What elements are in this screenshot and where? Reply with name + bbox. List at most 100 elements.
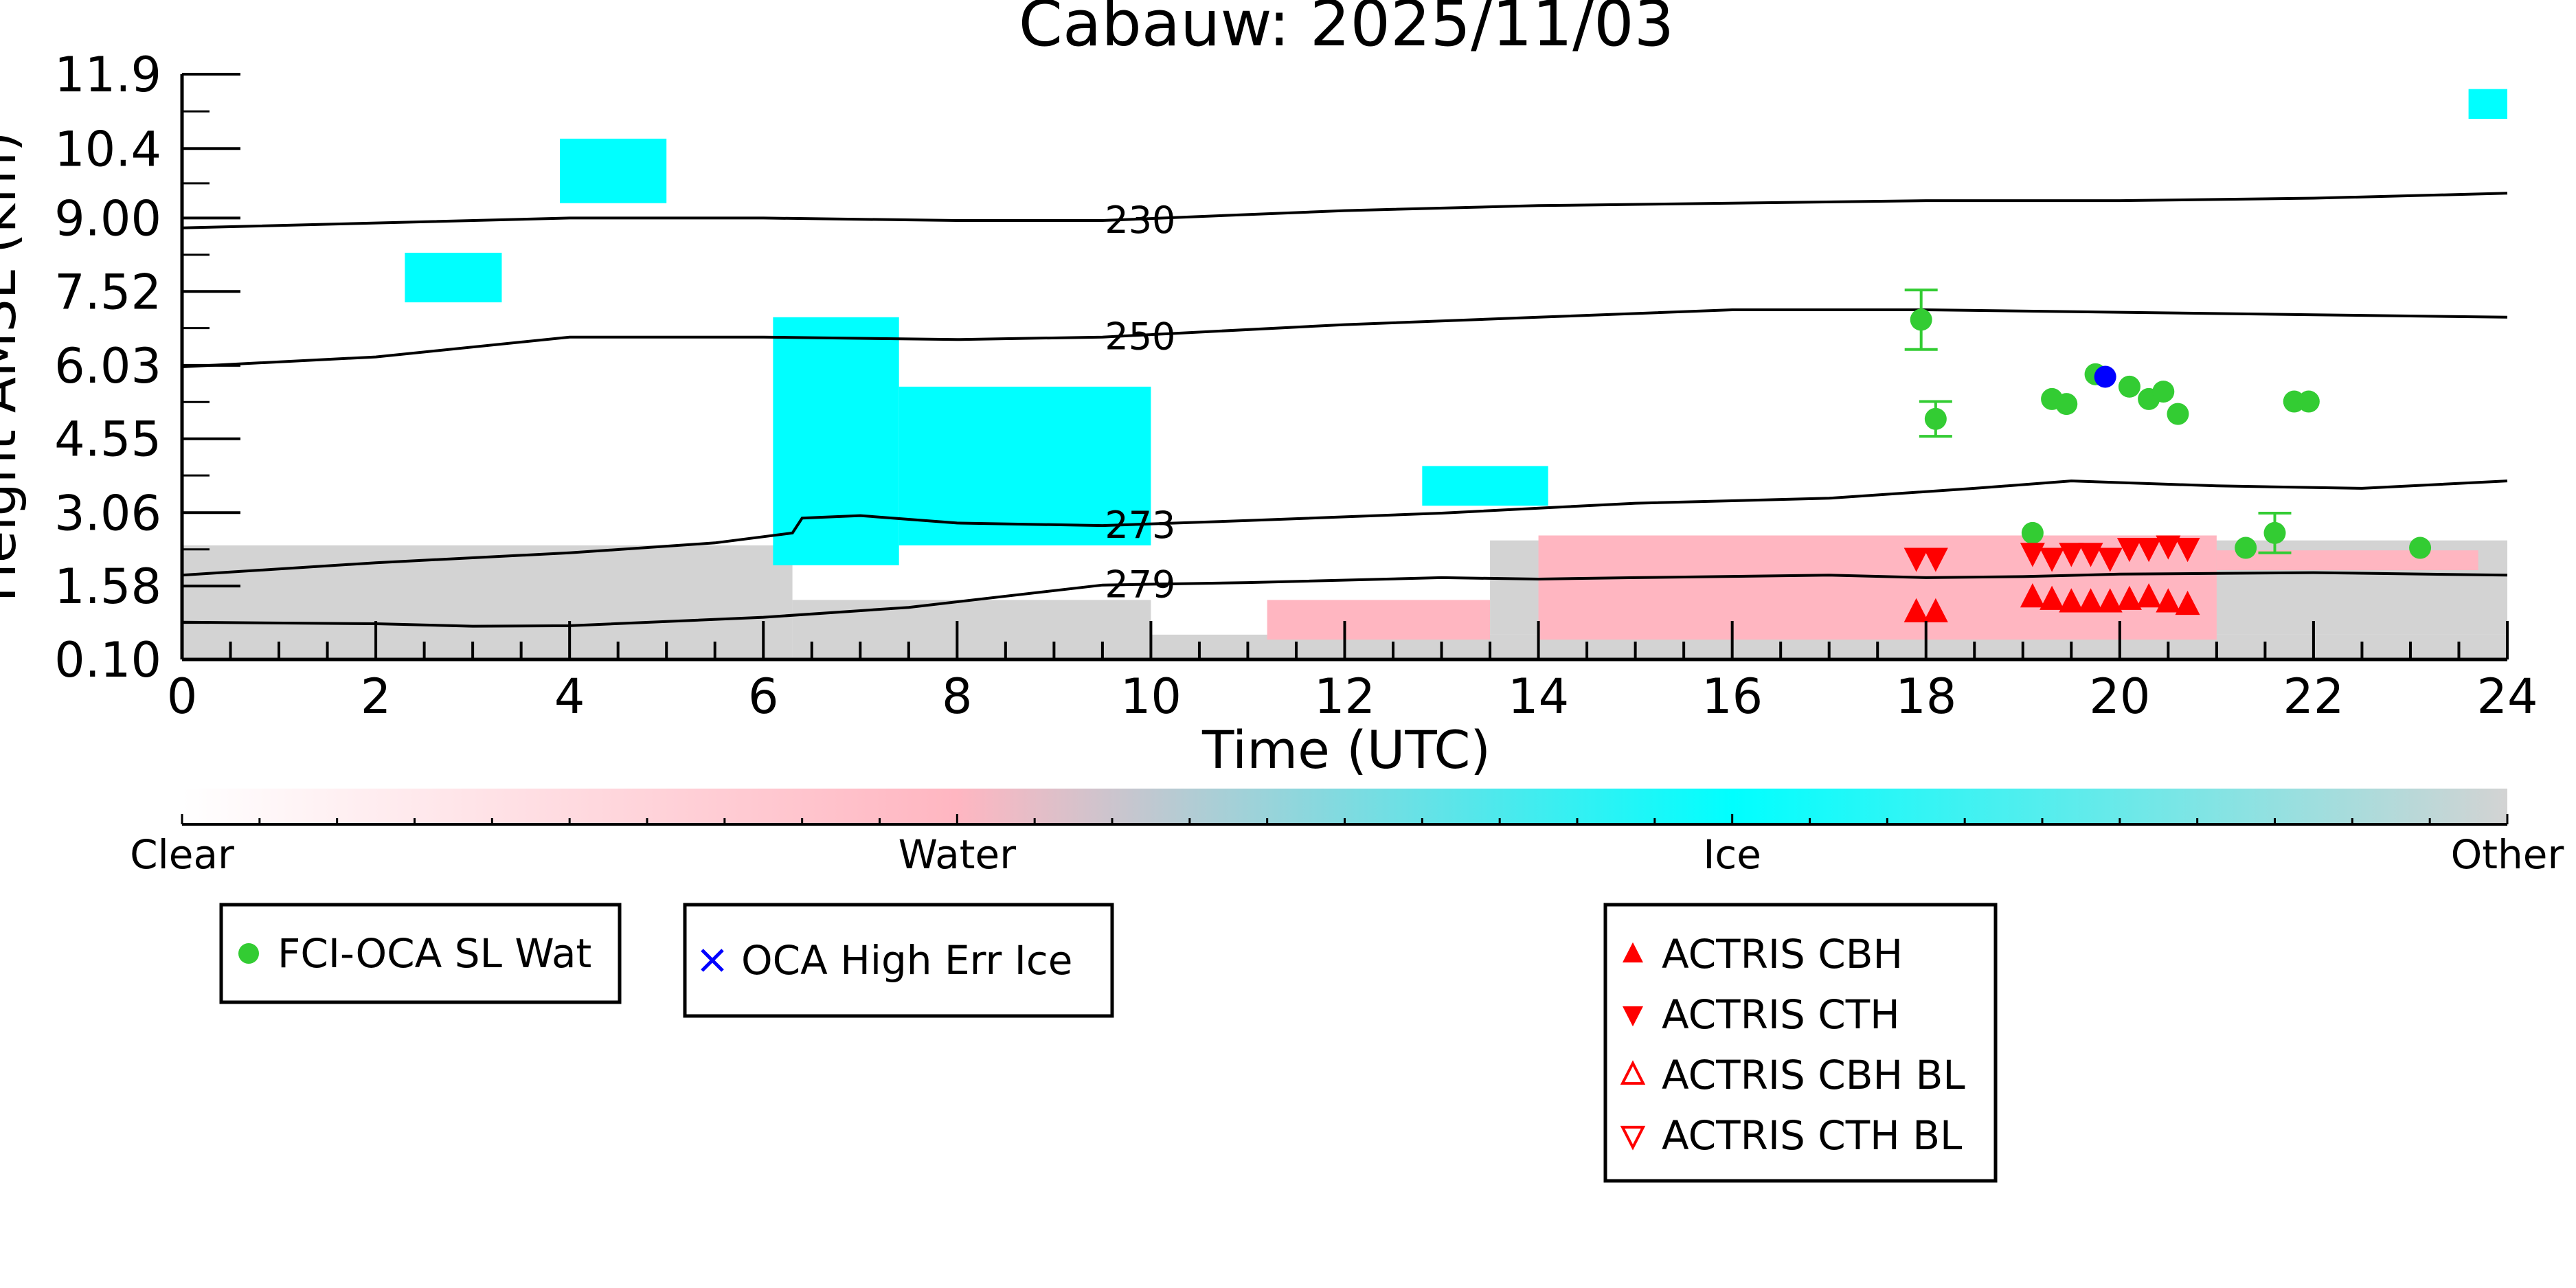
chart-title: Cabauw: 2025/11/03 <box>1019 0 1674 60</box>
fci-oca-sl-wat-marker <box>2055 393 2078 416</box>
legend-label: OCA High Err Ice <box>741 937 1072 984</box>
actris-cbh-marker <box>2136 583 2162 608</box>
x-tick-label: 6 <box>748 668 779 725</box>
legend-label: ACTRIS CTH BL <box>1662 1112 1962 1159</box>
temperature-contours: 230 250 273 279 <box>181 192 2508 628</box>
actris-cbh-marker <box>2097 588 2123 613</box>
colorbar-labels: Clear Water Ice Other <box>130 831 2564 878</box>
legend-label: ACTRIS CTH <box>1662 991 1900 1038</box>
legend-frame <box>683 903 1114 1018</box>
x-tick-label: 10 <box>1120 668 1182 725</box>
cloud-region-ice <box>2468 89 2507 119</box>
cloud-region-ice <box>560 138 667 203</box>
legend-marker-oca-high-err-ice <box>701 949 724 972</box>
fci-oca-sl-wat-marker <box>1910 308 1932 331</box>
actris-cth-marker <box>2116 538 2142 563</box>
actris-cbh-marker <box>1903 598 1929 622</box>
x-tick-label: 20 <box>2089 668 2150 725</box>
x-tick-label: 8 <box>942 668 973 725</box>
colorbar-label-ice: Ice <box>1703 831 1761 878</box>
actris-cth-marker <box>2136 538 2162 563</box>
actris-cth-marker <box>2175 538 2200 563</box>
actris-cbh-marker <box>1923 598 1948 622</box>
legend-marker-fci-oca-sl-wat <box>238 943 259 964</box>
actris-cth-marker <box>1903 547 1929 572</box>
contour-273 <box>181 479 2508 577</box>
axes: 0 2 4 6 8 10 12 14 16 18 20 22 24 0.101.583.064.556.… <box>54 47 2538 725</box>
y-axis-ticks: 0.10 1.58 3.06 4.55 6.03 7.52 9.00 10.4 11.9 <box>54 47 240 688</box>
actris-cth-marker <box>1923 547 1948 572</box>
actris-cth-marker <box>2020 543 2045 567</box>
x-axis-ticks: 0 2 4 6 8 10 12 14 16 18 20 22 24 <box>167 621 2538 725</box>
y-axis-label: Height AMSL (km) <box>0 131 27 602</box>
x-tick-label: 4 <box>554 668 585 725</box>
contour-label-230: 230 <box>1105 199 1175 242</box>
fci-oca-sl-wat-marker <box>2021 521 2044 544</box>
legend-box-1: FCI-OCA SL Wat <box>219 903 622 1004</box>
actris-cth-marker <box>2097 547 2123 572</box>
legend-box-2: OCA High Err Ice <box>683 903 1114 1018</box>
fci-oca-sl-wat-marker <box>2297 390 2320 413</box>
legend-frame <box>219 903 622 1004</box>
contour-label-250: 250 <box>1105 315 1175 359</box>
legend-label: ACTRIS CBH BL <box>1662 1052 1965 1098</box>
cloud-region-water <box>2216 550 2478 571</box>
legend-marker-actris-cbh-bl <box>1620 1060 1646 1085</box>
x-tick-label: 14 <box>1508 668 1569 725</box>
contour-label-273: 273 <box>1105 504 1175 547</box>
y-tick-label: 7.52 <box>54 264 161 320</box>
fci-oca-sl-wat-marker <box>2263 521 2286 544</box>
legend-label: ACTRIS CBH <box>1662 931 1903 978</box>
fci-oca-sl-wat-marker <box>2167 403 2189 425</box>
colorbar-label-water: Water <box>899 831 1017 878</box>
cloud-mask-layer <box>182 89 2507 659</box>
x-tick-label: 16 <box>1702 668 1763 725</box>
y-tick-label: 9.00 <box>54 190 161 247</box>
colorbar-label-clear: Clear <box>130 831 234 878</box>
x-axis-label: Time (UTC) <box>1201 719 1491 780</box>
cloud-region-water <box>1267 600 1491 640</box>
actris-cbh-marker <box>2116 585 2142 610</box>
actris-cbh-marker <box>2059 588 2084 613</box>
y-tick-label: 10.4 <box>54 121 161 177</box>
contour-279 <box>181 571 2508 628</box>
colorbar: Clear Water Ice Other <box>130 789 2564 878</box>
actris-cbh-marker <box>2040 585 2065 610</box>
y-tick-label: 11.9 <box>54 47 161 103</box>
x-tick-label: 2 <box>361 668 392 725</box>
actris-cbh-marker <box>2078 588 2103 613</box>
fci-oca-sl-wat-marker <box>2118 375 2140 398</box>
y-tick-label: 4.55 <box>54 411 161 468</box>
colorbar-label-other: Other <box>2451 831 2564 878</box>
x-tick-label: 0 <box>167 668 198 725</box>
actris-cth-marker <box>2078 543 2103 567</box>
actris-cth-marker <box>2040 547 2065 572</box>
legend-marker-actris-cth <box>1623 1006 1643 1027</box>
y-tick-label: 6.03 <box>54 338 161 394</box>
cloud-region-other <box>792 600 1151 659</box>
actris-cbh-marker <box>2175 590 2200 615</box>
legend-marker-actris-cbh <box>1623 942 1643 963</box>
actris-cth-marker <box>2059 543 2084 567</box>
x-tick-label: 12 <box>1314 668 1375 725</box>
actris-cbh-marker <box>2020 583 2045 608</box>
cloud-region-ice <box>1422 466 1548 506</box>
contour-230 <box>181 192 2508 229</box>
cloud-region-ice <box>405 252 502 303</box>
cloud-region-ice <box>899 386 1151 545</box>
legend-label: FCI-OCA SL Wat <box>278 930 591 977</box>
legends: FCI-OCA SL Wat OCA High Err Ice ACTRIS CBH… <box>219 903 1998 1183</box>
legend-box-3: ACTRIS CBH ACTRIS CTH ACTRIS CBH BL ACTRIS … <box>1603 903 1998 1183</box>
colorbar-ticks <box>181 814 2509 824</box>
actris-cbh-marker <box>2156 588 2181 613</box>
contour-250 <box>181 308 2508 368</box>
actris-cth-marker <box>2156 535 2181 560</box>
fci-oca-sl-wat-marker <box>2152 381 2175 403</box>
x-tick-label: 22 <box>2283 668 2344 725</box>
fci-oca-sl-wat-marker <box>2235 536 2257 559</box>
oca-high-err-ice-marker <box>2094 365 2116 388</box>
cloud-region-ice <box>773 317 899 565</box>
legend-frame <box>1603 903 1998 1183</box>
cloud-region-other <box>182 545 793 659</box>
